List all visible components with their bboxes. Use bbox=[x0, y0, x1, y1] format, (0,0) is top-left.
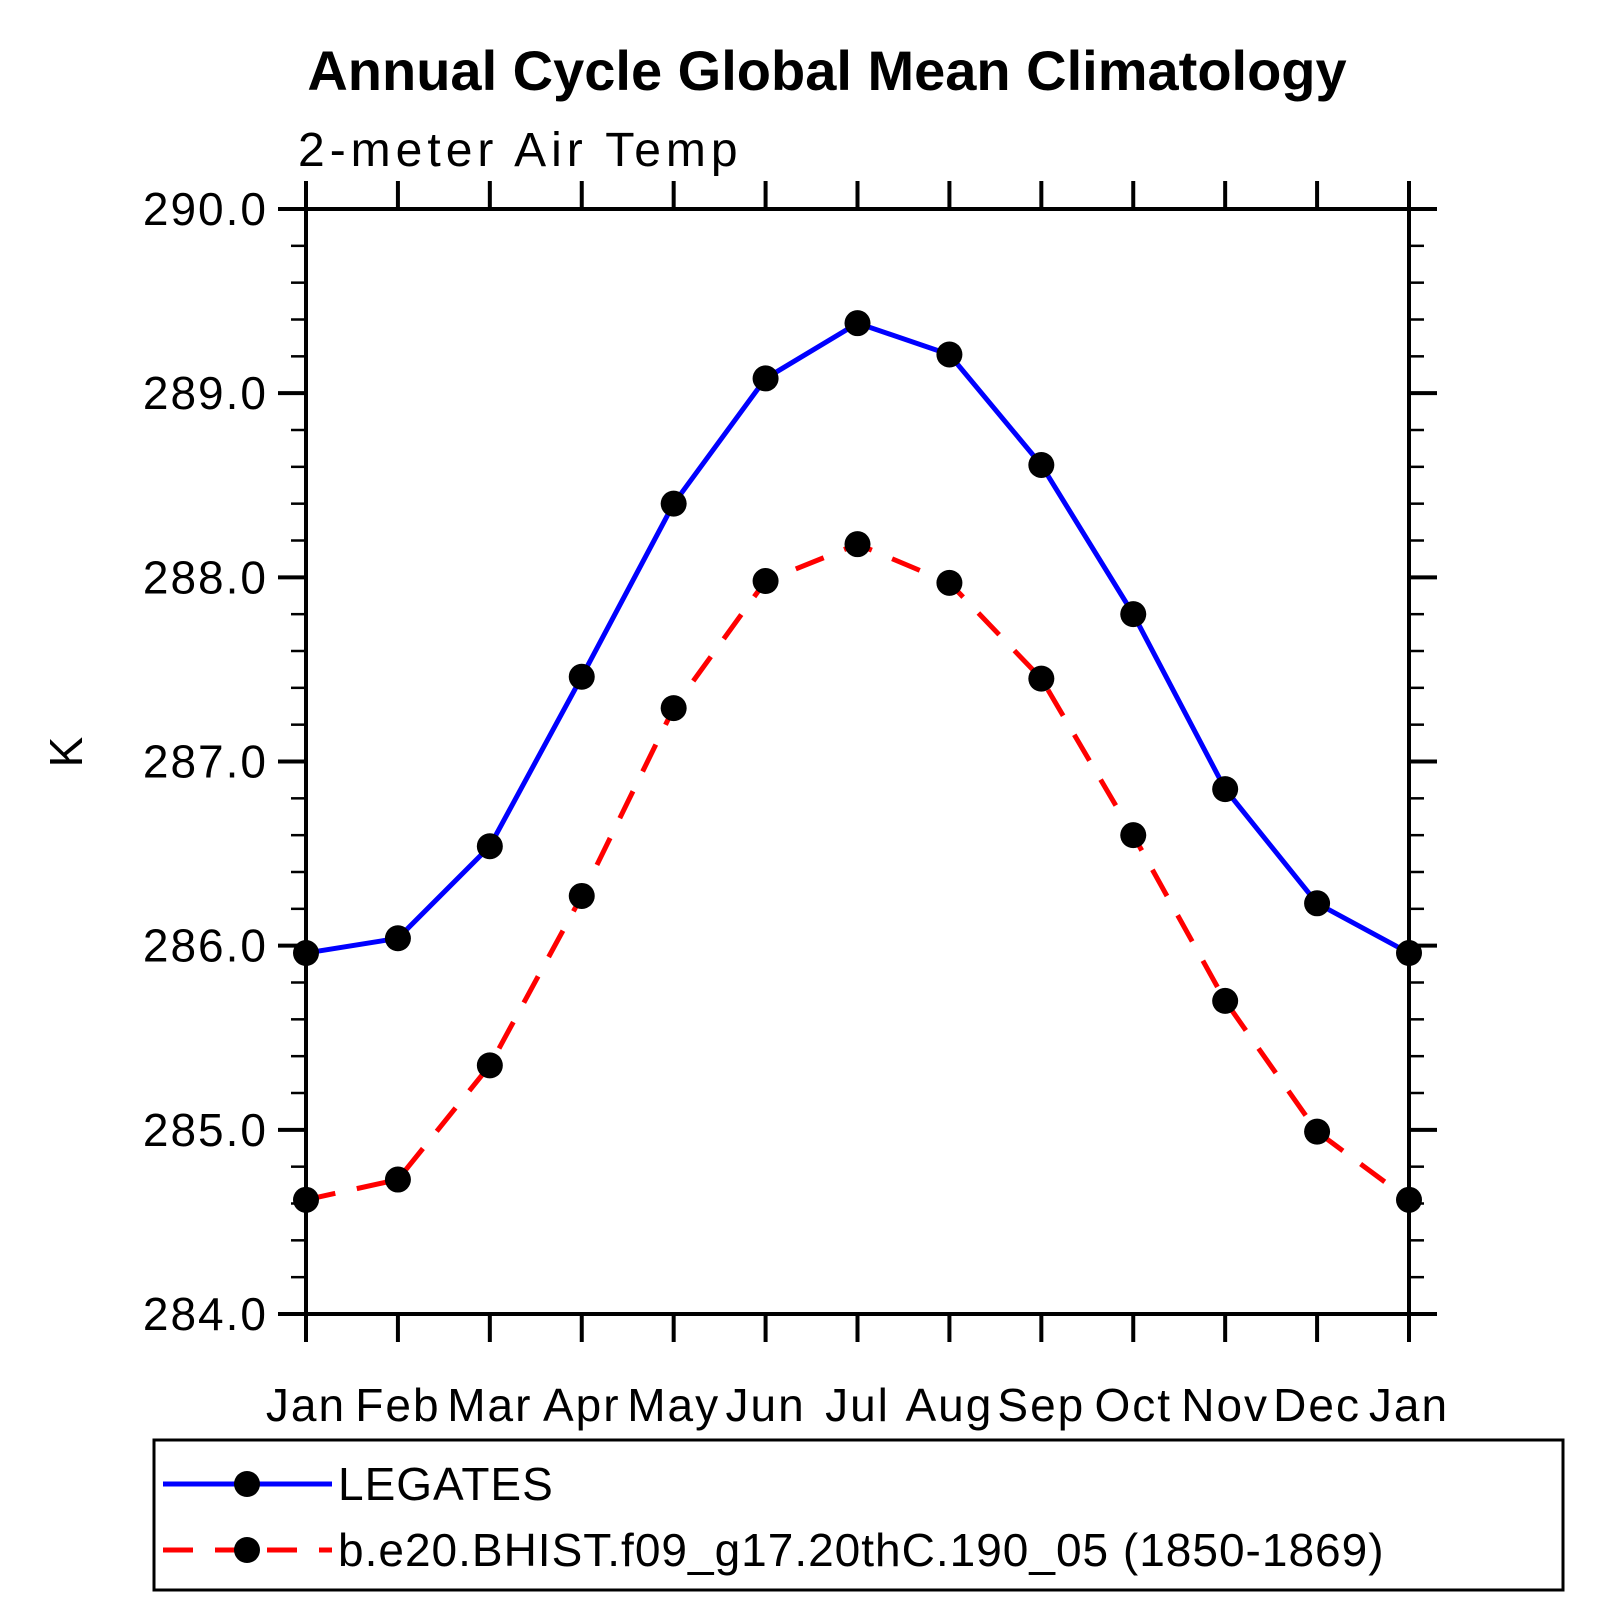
y-tick-label: 290.0 bbox=[143, 183, 268, 235]
legend-marker bbox=[234, 1537, 260, 1563]
data-point-marker bbox=[1028, 451, 1055, 478]
x-tick-label: Jan bbox=[1369, 1379, 1449, 1431]
x-tick-label: Mar bbox=[447, 1379, 532, 1431]
y-tick-label: 289.0 bbox=[143, 367, 268, 419]
chart-subtitle: 2-meter Air Temp bbox=[298, 124, 743, 177]
data-point-marker bbox=[568, 882, 595, 909]
x-tick-label: Sep bbox=[997, 1379, 1085, 1431]
y-tick-label: 285.0 bbox=[143, 1104, 268, 1156]
x-tick-label: Jun bbox=[725, 1379, 805, 1431]
data-point-marker bbox=[384, 925, 411, 952]
x-tick-label: Dec bbox=[1273, 1379, 1361, 1431]
data-point-marker bbox=[476, 1052, 503, 1079]
y-tick-label: 287.0 bbox=[143, 736, 268, 788]
series-line-b-e20-bhist-f09-g17-20thc-190-05-1850-1869- bbox=[305, 541, 1411, 1203]
data-point-marker bbox=[1120, 822, 1147, 849]
data-point-marker bbox=[1304, 1118, 1331, 1145]
data-point-marker bbox=[476, 833, 503, 860]
data-point-marker bbox=[1120, 601, 1147, 628]
data-point-marker bbox=[568, 663, 595, 690]
y-tick-label: 284.0 bbox=[143, 1288, 268, 1340]
data-point-marker bbox=[293, 1186, 319, 1213]
legend-marker bbox=[234, 1471, 260, 1497]
y-axis-label: K bbox=[40, 736, 92, 767]
data-point-marker bbox=[660, 695, 687, 722]
legend: LEGATES b.e20.BHIST.f09_g17.20thC.190_05 … bbox=[152, 1438, 1565, 1592]
x-tick-label: Nov bbox=[1181, 1379, 1269, 1431]
data-point-marker bbox=[1396, 940, 1422, 967]
chart-title: Annual Cycle Global Mean Climatology bbox=[307, 39, 1346, 102]
legend-box bbox=[152, 1438, 1565, 1592]
legend-label: LEGATES bbox=[338, 1458, 554, 1510]
data-point-marker bbox=[752, 365, 779, 392]
data-point-marker bbox=[752, 568, 779, 595]
data-point-marker bbox=[1212, 776, 1239, 803]
x-tick-label: Feb bbox=[355, 1379, 440, 1431]
data-point-marker bbox=[1396, 1186, 1422, 1213]
data-point-marker bbox=[936, 569, 963, 596]
plot-frame bbox=[304, 207, 1411, 1316]
series-line-legates bbox=[305, 320, 1411, 956]
data-point-marker bbox=[660, 490, 687, 517]
x-tick-label: Aug bbox=[905, 1379, 993, 1431]
data-point-marker bbox=[293, 940, 319, 967]
x-tick-label: Jul bbox=[825, 1379, 890, 1431]
data-point-marker bbox=[844, 310, 871, 337]
y-tick-label: 288.0 bbox=[143, 551, 268, 603]
x-tick-label: Jan bbox=[266, 1379, 346, 1431]
legend-label: b.e20.BHIST.f09_g17.20thC.190_05 (1850-1… bbox=[338, 1524, 1385, 1576]
data-point-marker bbox=[1028, 665, 1055, 692]
x-tick-label: Oct bbox=[1094, 1379, 1172, 1431]
x-tick-label: Apr bbox=[543, 1379, 621, 1431]
data-point-marker bbox=[384, 1166, 411, 1193]
plot-area: Jan Feb Mar Apr May Jun Jul Aug Sep Oct Nov Dec Jan2… bbox=[143, 181, 1449, 1431]
data-point-marker bbox=[1212, 987, 1239, 1014]
y-tick-label: 286.0 bbox=[143, 920, 268, 972]
data-point-marker bbox=[844, 531, 871, 558]
data-point-marker bbox=[1304, 890, 1331, 917]
x-tick-label: May bbox=[627, 1379, 720, 1431]
data-point-marker bbox=[936, 341, 963, 368]
